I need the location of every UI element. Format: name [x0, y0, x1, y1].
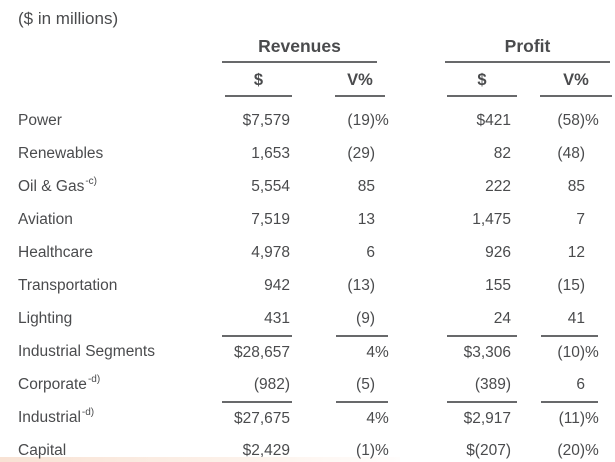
profit-group-header: Profit [504, 36, 551, 56]
profit-dollar-cell: $3,306 [427, 335, 517, 368]
revenues-variance-cell: (29) [347, 144, 375, 162]
column-gap [388, 170, 427, 203]
column-gap [388, 137, 427, 170]
revenues-variance-cell: 4% [292, 335, 389, 368]
row-label: Transportation [18, 276, 118, 294]
table-row: Corporate -d) (982) (5) (389) 6 [0, 368, 615, 401]
profit-dollar-column-header: $ [477, 71, 487, 89]
revenues-dollar-cell: 942 [264, 276, 290, 294]
revenues-dollar-underline [225, 95, 292, 97]
table-row: Lighting 431 (9) 24 41 [0, 302, 615, 335]
revenues-dollar-column-header: $ [253, 71, 264, 89]
table-row-subtotal: Industrial Segments $28,657 4% $3,306 (1… [0, 335, 615, 368]
profit-variance-cell: (11)% [517, 401, 599, 434]
row-label: Industrial Segments [18, 342, 155, 360]
revenues-variance-cell: 85 [357, 177, 375, 195]
revenues-variance-column-header: V% [347, 71, 373, 89]
row-label: Lighting [18, 309, 73, 327]
profit-group-underline [445, 61, 610, 63]
profit-variance-underline [540, 95, 612, 97]
revenues-variance-cell: 6 [366, 243, 375, 261]
table-body: Power $7,579 (19)% $421 (58)% Renewables… [0, 104, 615, 462]
profit-variance-cell: 85 [567, 177, 585, 195]
revenues-dollar-cell: 1,653 [251, 144, 290, 162]
revenues-dollar-cell: $28,657 [212, 335, 292, 368]
table-row: Transportation 942 (13) 155 (15) [0, 269, 615, 302]
revenues-group-header: Revenues [258, 36, 341, 56]
table-row: Power $7,579 (19)% $421 (58)% [0, 104, 615, 137]
column-gap [388, 203, 427, 236]
profit-variance-cell: (58)% [557, 111, 599, 129]
profit-variance-cell: (10)% [517, 335, 599, 368]
column-gap [388, 104, 427, 137]
revenues-dollar-cell: 431 [264, 309, 290, 327]
revenues-variance-cell: (5) [356, 375, 375, 393]
profit-dollar-cell: 1,475 [472, 210, 511, 228]
profit-dollar-cell: $(207) [466, 441, 511, 459]
column-gap [388, 236, 427, 269]
row-label: Oil & Gas -c) [18, 176, 97, 195]
revenues-variance-cell: (19)% [347, 111, 389, 129]
revenues-variance-cell: (1)% [356, 441, 389, 459]
table-row: Capital $2,429 (1)% $(207) (20)% [0, 434, 615, 462]
footnote-marker: -d) [87, 374, 101, 385]
row-label: Capital [18, 441, 67, 459]
row-label: Industrial -d) [18, 407, 95, 426]
row-label: Aviation [18, 210, 73, 228]
column-gap [388, 302, 427, 335]
profit-dollar-cell: (389) [474, 375, 511, 393]
bottom-highlight-strip [0, 457, 400, 462]
revenues-dollar-cell: 4,978 [251, 243, 290, 261]
row-label: Corporate -d) [18, 374, 101, 393]
column-gap [388, 335, 427, 368]
table-row: Healthcare 4,978 6 926 12 [0, 236, 615, 269]
revenues-group-underline [222, 61, 377, 63]
column-gap [388, 368, 427, 401]
profit-variance-cell: 7 [576, 210, 585, 228]
profit-dollar-cell: 222 [485, 177, 511, 195]
profit-dollar-cell: 24 [493, 309, 511, 327]
profit-variance-cell: 41 [567, 309, 585, 327]
row-label: Healthcare [18, 243, 93, 261]
revenues-variance-cell: (9) [356, 309, 375, 327]
profit-dollar-underline [447, 95, 517, 97]
revenues-variance-cell: 4% [292, 401, 389, 434]
table-row-subtotal: Industrial -d) $27,675 4% $2,917 (11)% [0, 401, 615, 434]
table-row: Aviation 7,519 13 1,475 7 [0, 203, 615, 236]
revenues-dollar-cell: $7,579 [242, 111, 290, 129]
revenues-variance-underline [335, 95, 385, 97]
revenues-variance-cell: 13 [357, 210, 375, 228]
profit-dollar-cell: $421 [476, 111, 511, 129]
profit-variance-cell: 12 [567, 243, 585, 261]
row-label: Power [18, 111, 62, 129]
revenues-variance-cell: (13) [347, 276, 375, 294]
revenues-dollar-cell: $2,429 [242, 441, 290, 459]
table-row: Oil & Gas -c) 5,554 85 222 85 [0, 170, 615, 203]
profit-dollar-cell: 155 [485, 276, 511, 294]
column-gap [388, 269, 427, 302]
profit-variance-cell: (48) [557, 144, 585, 162]
revenues-dollar-cell: 7,519 [251, 210, 290, 228]
revenues-dollar-cell: (982) [253, 375, 290, 393]
table-row: Renewables 1,653 (29) 82 (48) [0, 137, 615, 170]
column-gap [388, 434, 427, 462]
table-caption: ($ in millions) [18, 9, 119, 28]
revenues-dollar-cell: 5,554 [251, 177, 290, 195]
profit-dollar-cell: 82 [493, 144, 511, 162]
profit-dollar-cell: 926 [485, 243, 511, 261]
profit-variance-column-header: V% [563, 71, 589, 89]
footnote-marker: -c) [85, 176, 97, 187]
profit-variance-cell: 6 [576, 375, 585, 393]
column-gap [388, 401, 427, 434]
profit-variance-cell: (20)% [557, 441, 599, 459]
profit-variance-cell: (15) [557, 276, 585, 294]
footnote-marker: -d) [81, 407, 95, 418]
profit-dollar-cell: $2,917 [427, 401, 517, 434]
revenues-dollar-cell: $27,675 [212, 401, 292, 434]
row-label: Renewables [18, 144, 104, 162]
